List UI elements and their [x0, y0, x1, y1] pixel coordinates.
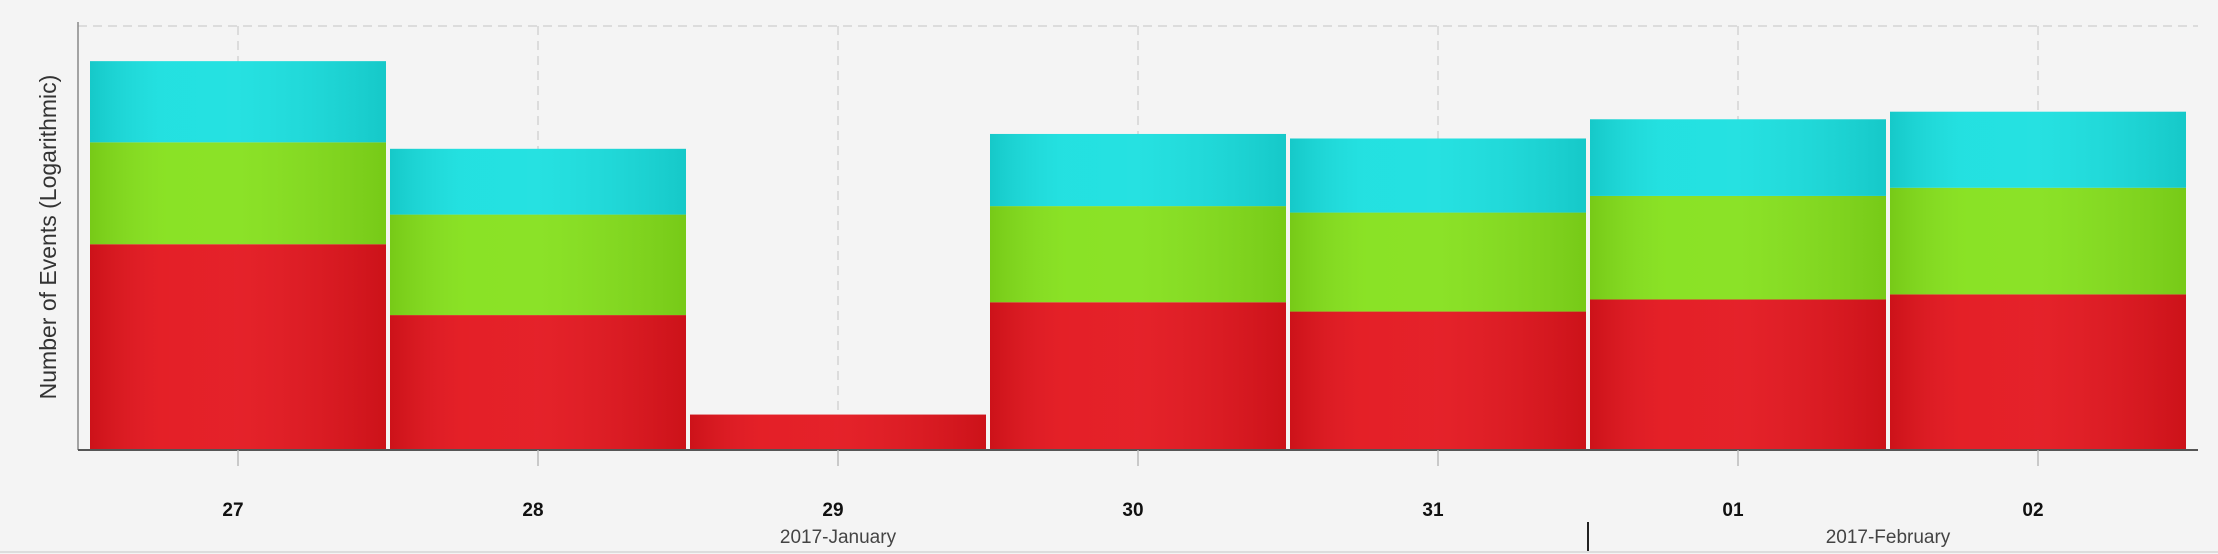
bar-segment-shading — [1590, 195, 1886, 300]
axis-labels: 27 28 29 30 31 01 02 2017-January 2017-February — [222, 500, 2043, 548]
bar-segment-shading — [90, 244, 386, 450]
bar-segment-shading — [1290, 311, 1586, 450]
x-tick-label: 31 — [1422, 500, 1444, 521]
bar-segment-shading — [390, 148, 686, 215]
bars — [90, 61, 2186, 450]
x-tick-label: 02 — [2022, 500, 2043, 521]
bar-segment-shading — [90, 142, 386, 245]
x-tick-label: 27 — [222, 500, 243, 521]
bar-segment-shading — [1290, 138, 1586, 213]
bar-segment-shading — [690, 414, 986, 450]
x-tick-label: 01 — [1722, 500, 1744, 521]
y-axis-title: Number of Events (Logarithmic) — [35, 75, 61, 400]
x-tick-label: 29 — [822, 500, 843, 521]
bar-segment-shading — [1290, 212, 1586, 312]
bar-segment-shading — [1890, 294, 2186, 450]
axes — [0, 22, 2218, 553]
bar-segment-shading — [990, 133, 1286, 207]
month-label: 2017-January — [780, 527, 897, 548]
bar-segment-shading — [1890, 187, 2186, 295]
bar-segment-shading — [1590, 119, 1886, 196]
bar-segment-shading — [90, 61, 386, 143]
bar-segment-shading — [1590, 299, 1886, 450]
bar-segment-shading — [390, 315, 686, 450]
x-tick-label: 30 — [1122, 500, 1143, 521]
bar-segment-shading — [390, 214, 686, 316]
month-label: 2017-February — [1826, 527, 1951, 548]
bar-segment-shading — [990, 206, 1286, 303]
x-tick-label: 28 — [522, 500, 543, 521]
bar-segment-shading — [990, 302, 1286, 450]
bar-segment-shading — [1890, 111, 2186, 188]
